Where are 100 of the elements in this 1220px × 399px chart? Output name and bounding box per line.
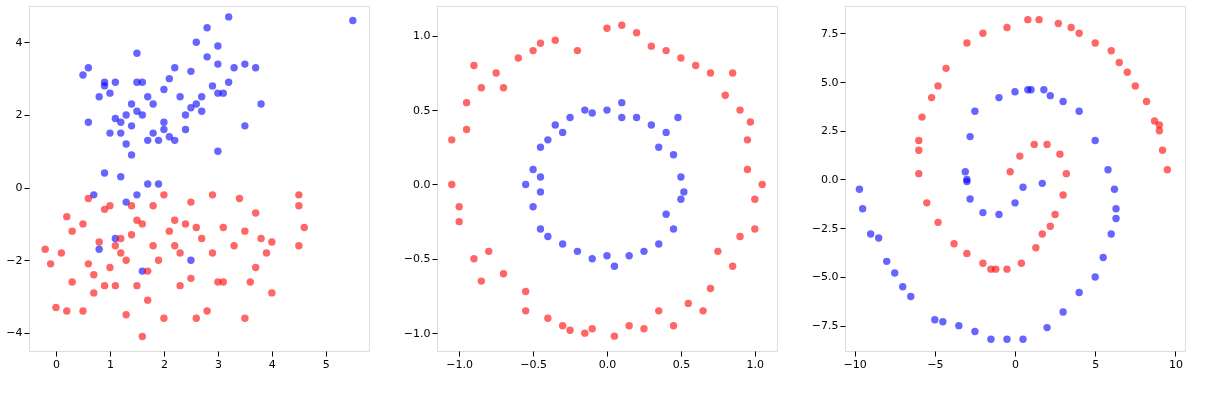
y-tick-label: 2.5 [821, 124, 839, 138]
point [492, 69, 500, 77]
point [1110, 185, 1119, 193]
point [544, 314, 552, 322]
point [1017, 259, 1026, 267]
point [485, 247, 493, 256]
y-tick-label: 0.0 [413, 177, 431, 191]
point [934, 218, 942, 227]
x-tick-label: 10 [1168, 357, 1183, 371]
point [882, 257, 891, 266]
point [706, 284, 715, 293]
point [1062, 169, 1071, 178]
point [1107, 230, 1115, 238]
point [1003, 265, 1011, 273]
point [923, 199, 931, 207]
point [529, 165, 537, 174]
point [1158, 146, 1167, 154]
point [677, 195, 685, 204]
point [1075, 107, 1083, 115]
point [1051, 210, 1059, 219]
point [455, 217, 463, 226]
y-tick-label: −1.0 [403, 326, 431, 340]
y-tick-label: 0.0 [821, 172, 839, 186]
point [610, 332, 619, 340]
point [963, 249, 971, 258]
point [662, 210, 670, 218]
point [558, 240, 567, 248]
point [939, 318, 947, 326]
x-tick-label: −5 [927, 357, 944, 371]
point [470, 255, 478, 263]
x-tick-label: −1.0 [446, 357, 474, 371]
point [536, 225, 545, 233]
point [662, 46, 670, 55]
point [684, 299, 693, 308]
point [915, 146, 923, 154]
point [655, 143, 663, 151]
x-tick-label: 1 [106, 357, 114, 371]
point [1107, 47, 1115, 55]
point [934, 82, 942, 90]
point [655, 307, 663, 315]
point [1038, 179, 1046, 188]
point [588, 324, 596, 333]
point [632, 113, 641, 122]
point [632, 29, 641, 37]
point [477, 277, 486, 285]
point [573, 46, 582, 55]
point [677, 173, 685, 181]
point [618, 21, 626, 30]
point [987, 265, 995, 273]
point [640, 247, 648, 256]
point [647, 42, 656, 50]
point [758, 180, 766, 189]
point [1075, 29, 1083, 37]
point [1131, 82, 1139, 90]
point [979, 208, 987, 217]
point [1091, 39, 1099, 47]
y-tick-label: 2 [15, 108, 23, 122]
point [544, 232, 552, 241]
point [1043, 140, 1051, 149]
point [462, 125, 471, 134]
point [1163, 166, 1172, 174]
point [1112, 214, 1120, 223]
point [647, 121, 656, 129]
point [1019, 183, 1027, 191]
point [699, 307, 707, 315]
x-tick-label: 5 [322, 357, 330, 371]
point [1112, 205, 1120, 213]
point [1038, 230, 1046, 238]
point [448, 180, 456, 189]
point [736, 106, 744, 114]
point [499, 84, 508, 92]
point [1104, 166, 1112, 174]
point [858, 205, 867, 213]
point [942, 64, 950, 73]
y-tick-label: 7.5 [821, 26, 839, 40]
point [966, 132, 974, 141]
point [979, 259, 987, 267]
y-tick-label: −5.0 [811, 270, 839, 284]
point [610, 262, 619, 270]
point [1003, 23, 1011, 32]
point [558, 128, 567, 137]
point [499, 269, 508, 278]
point [963, 39, 971, 47]
point [1123, 68, 1131, 76]
point [677, 54, 685, 62]
point [728, 262, 737, 270]
point [1006, 167, 1014, 176]
point [551, 36, 559, 44]
point [544, 136, 552, 144]
point [1019, 335, 1027, 344]
point [477, 84, 486, 92]
point [536, 188, 545, 196]
point [987, 335, 995, 344]
point [1155, 121, 1164, 129]
point [618, 113, 626, 122]
point [1115, 58, 1123, 67]
point [573, 247, 582, 256]
point [971, 327, 979, 336]
y-tick-label: 5.0 [821, 75, 839, 89]
y-tick-label: −2 [6, 253, 23, 267]
